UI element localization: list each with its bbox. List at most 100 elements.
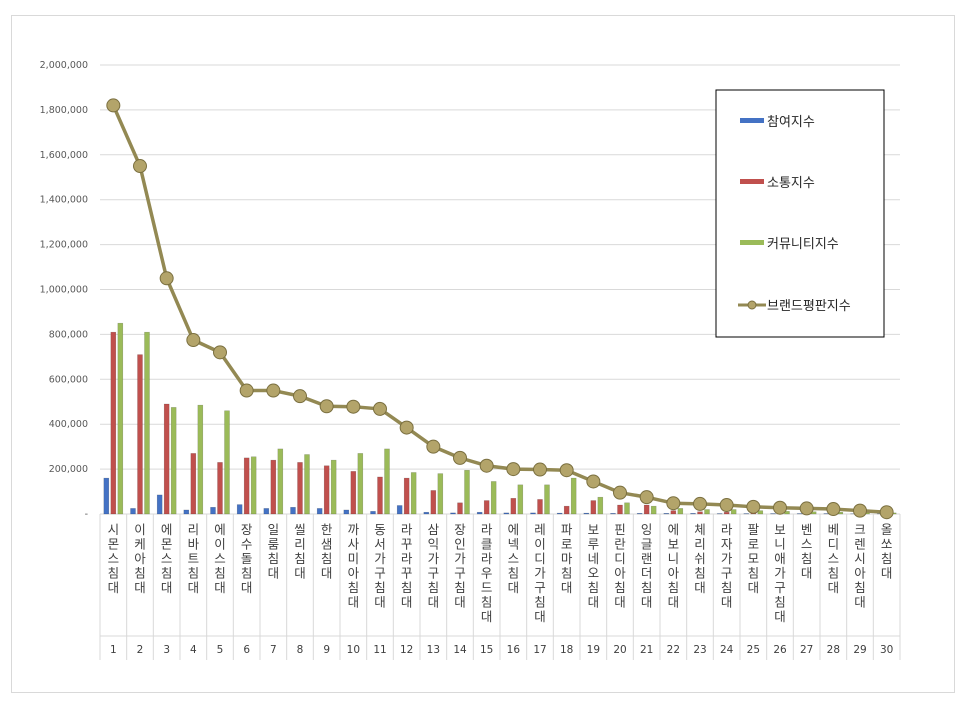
y-tick-label: 1,400,000 xyxy=(40,195,88,206)
y-tick-label: 1,000,000 xyxy=(40,285,88,296)
point-브랜드평판지수 xyxy=(213,345,227,360)
bar-참여지수 xyxy=(290,507,296,515)
y-tick-label: 400,000 xyxy=(49,419,88,430)
point-브랜드평판지수 xyxy=(506,462,521,477)
bar-참여지수 xyxy=(156,494,163,515)
x-rank-label: 2 xyxy=(137,644,144,656)
bar-커뮤니티지수 xyxy=(570,477,577,515)
x-rank-label: 14 xyxy=(453,644,467,656)
bar-소통지수 xyxy=(510,498,517,515)
x-rank-label: 4 xyxy=(190,644,197,656)
bar-커뮤니티지수 xyxy=(330,459,337,515)
legend-swatch-marker xyxy=(747,300,757,310)
y-tick-label: 200,000 xyxy=(49,464,88,475)
bar-소통지수 xyxy=(670,510,677,515)
bar-커뮤니티지수 xyxy=(224,410,230,515)
x-rank-labels: 1 2 3 4 5 6 7 8 9 10 11 12 13 14 15 16 17 18 19 20 21 22 23 24 2… xyxy=(110,644,893,656)
point-브랜드평판지수 xyxy=(346,399,361,414)
x-rank-label: 6 xyxy=(243,644,250,656)
legend-swatch xyxy=(740,240,764,245)
bar-참여지수 xyxy=(210,507,216,515)
x-rank-label: 24 xyxy=(720,644,734,656)
bar-커뮤니티지수 xyxy=(730,509,737,515)
bar-커뮤니티지수 xyxy=(757,510,764,515)
bar-참여지수 xyxy=(530,512,536,515)
point-브랜드평판지수 xyxy=(373,401,387,416)
bar-커뮤니티지수 xyxy=(250,456,257,515)
legend-swatch xyxy=(740,118,764,123)
bar-참여지수 xyxy=(183,509,190,515)
x-category-labels: 시 몬 스 침 대 이 케 아 침 대 에 몬 스 침 대 리 바 트 침 대 에 이 스 침 대 장 수 돌 침 대 일 룸 침 대 씰 리 침 대 한 샘… xyxy=(108,522,893,624)
bar-소통지수 xyxy=(297,462,303,515)
bar-참여지수 xyxy=(316,508,323,515)
bar-참여지수 xyxy=(103,477,110,515)
x-rank-label: 30 xyxy=(880,644,893,656)
bar-참여지수 xyxy=(396,505,403,515)
bar-커뮤니티지수 xyxy=(357,453,364,515)
point-브랜드평판지수 xyxy=(399,420,414,435)
x-rank-label: 13 xyxy=(427,644,440,656)
bar-참여지수 xyxy=(663,513,670,515)
bar-커뮤니티지수 xyxy=(384,448,390,515)
bar-참여지수 xyxy=(236,504,243,515)
legend-box xyxy=(715,89,885,338)
bar-커뮤니티지수 xyxy=(144,331,150,515)
bar-참여지수 xyxy=(583,512,590,515)
x-rank-label: 15 xyxy=(480,644,493,656)
bar-커뮤니티지수 xyxy=(170,407,177,515)
legend-label: 브랜드평판지수 xyxy=(767,299,851,314)
point-브랜드평판지수 xyxy=(479,458,494,473)
bar-소통지수 xyxy=(110,331,117,515)
x-rank-label: 17 xyxy=(533,644,546,656)
x-rank-label: 20 xyxy=(613,644,626,656)
x-rank-label: 8 xyxy=(297,644,304,656)
bar-소통지수 xyxy=(137,354,143,515)
x-rank-label: 3 xyxy=(163,644,170,656)
bar-참여지수 xyxy=(476,511,483,515)
x-rank-label: 12 xyxy=(400,644,413,656)
y-tick-label: 2,000,000 xyxy=(40,60,88,71)
x-rank-label: 9 xyxy=(323,644,330,656)
bar-커뮤니티지수 xyxy=(624,502,630,515)
point-브랜드평판지수 xyxy=(719,498,734,513)
bar-커뮤니티지수 xyxy=(277,448,284,515)
bar-참여지수 xyxy=(370,511,376,515)
bar-소통지수 xyxy=(163,403,170,515)
point-브랜드평판지수 xyxy=(159,271,174,286)
legend-label: 소통지수 xyxy=(767,176,815,191)
x-rank-label: 22 xyxy=(667,644,680,656)
point-브랜드평판지수 xyxy=(133,159,147,174)
x-rank-label: 16 xyxy=(507,644,521,656)
bar-소통지수 xyxy=(350,471,357,515)
x-rank-label: 18 xyxy=(560,644,573,656)
bar-커뮤니티지수 xyxy=(117,322,124,515)
point-브랜드평판지수 xyxy=(613,485,627,500)
bar-커뮤니티지수 xyxy=(410,472,417,515)
y-tick-label: 1,600,000 xyxy=(40,150,88,161)
bar-소통지수 xyxy=(457,502,463,515)
bar-소통지수 xyxy=(723,511,730,515)
bar-소통지수 xyxy=(403,477,410,515)
bar-참여지수 xyxy=(556,512,563,515)
point-브랜드평판지수 xyxy=(239,383,254,398)
